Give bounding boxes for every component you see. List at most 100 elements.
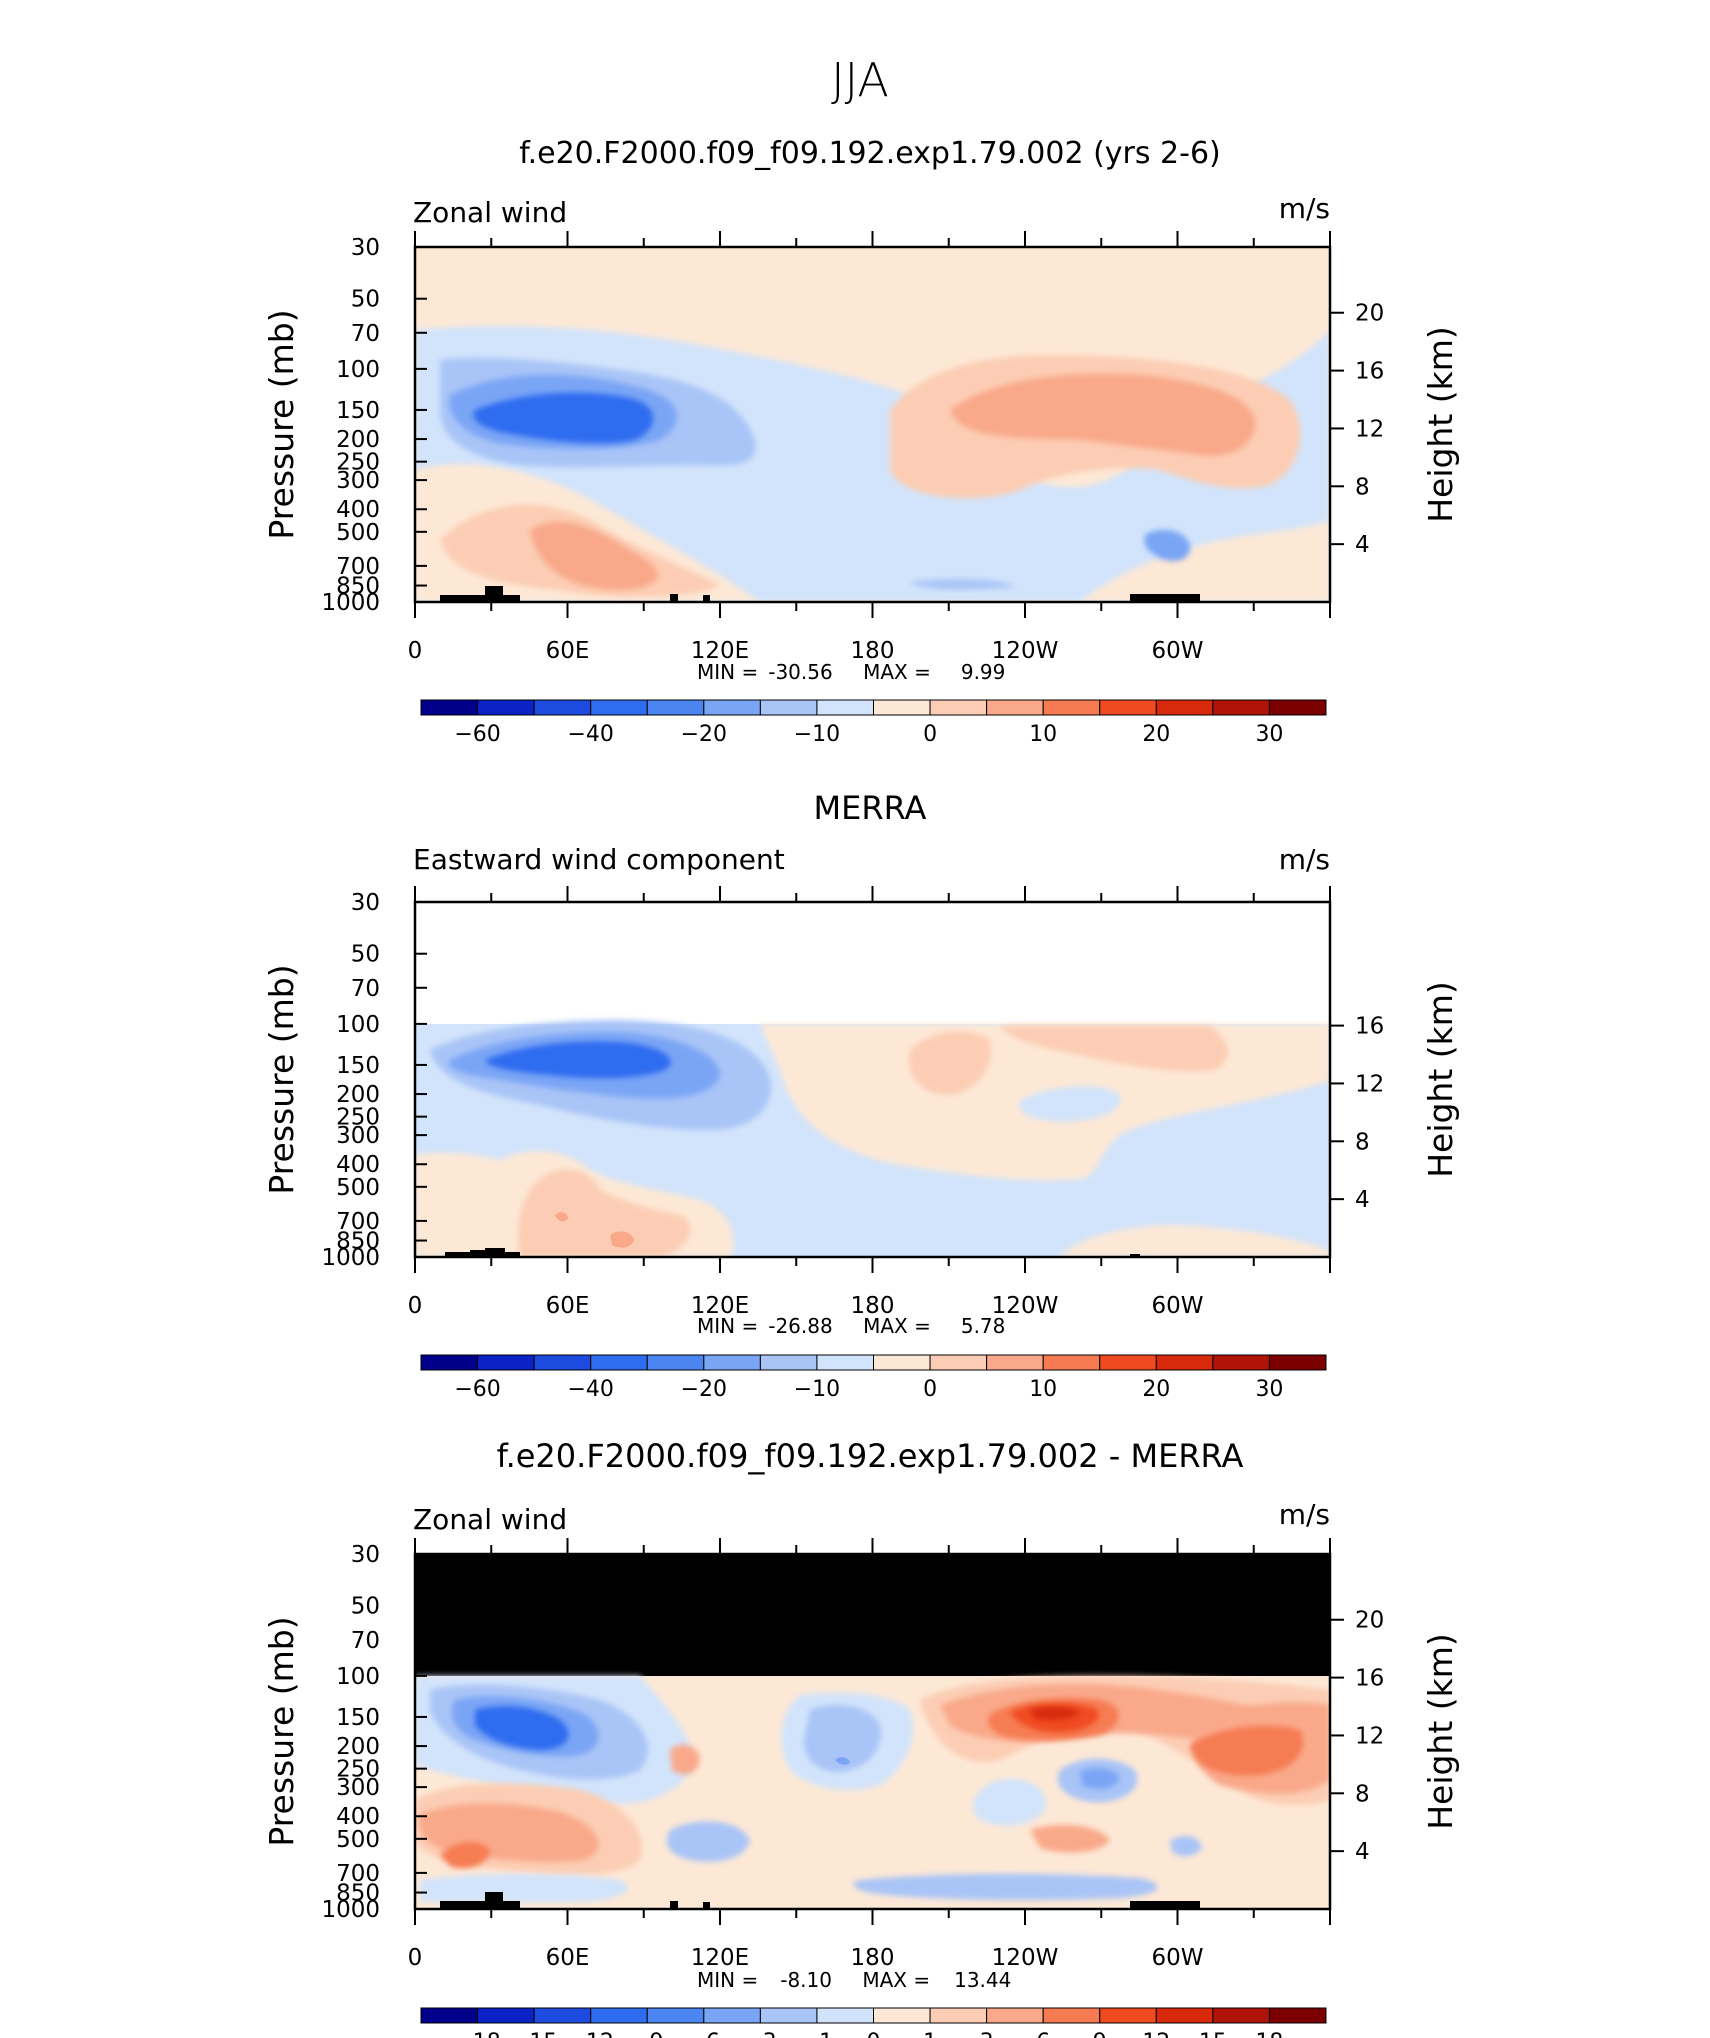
colorbar-swatch xyxy=(533,2007,592,2024)
units-label: m/s xyxy=(1279,843,1330,876)
colorbar-swatch xyxy=(986,1354,1044,1371)
lon-tick-label: 120W xyxy=(992,1945,1059,1971)
colorbar-swatch xyxy=(477,699,535,716)
y-axis-right-label: Height (km) xyxy=(1421,326,1460,523)
colorbar-label: −20 xyxy=(681,1377,727,1402)
pressure-tick-label: 50 xyxy=(351,1594,380,1620)
pressure-tick-label: 850 xyxy=(336,1229,380,1255)
colorbar-swatch xyxy=(1268,699,1327,716)
pressure-tick-label: 30 xyxy=(351,1542,380,1568)
colorbar-swatch xyxy=(420,1354,479,1371)
pressure-tick-label: 100 xyxy=(336,1664,380,1690)
colorbar-swatch xyxy=(1268,2007,1327,2024)
panel-model: f.e20.F2000.f09_f09.192.exp1.79.002 (yrs… xyxy=(262,136,1460,747)
lon-tick-label: 180 xyxy=(851,1945,895,1971)
colorbar-swatch xyxy=(533,1354,592,1371)
pressure-tick-label: 250 xyxy=(336,1757,380,1783)
colorbar-swatch xyxy=(703,1354,761,1371)
lon-tick-label: 180 xyxy=(851,638,895,664)
pressure-tick-label: 250 xyxy=(336,1105,380,1131)
lon-tick-label: 120E xyxy=(691,1293,749,1319)
pressure-tick-label: 30 xyxy=(351,890,380,916)
colorbar-label: 6 xyxy=(1036,2030,1050,2038)
colorbar-swatch xyxy=(703,2007,761,2024)
panel-title: f.e20.F2000.f09_f09.192.exp1.79.002 - ME… xyxy=(497,1437,1244,1475)
colorbar-swatch xyxy=(646,2007,705,2024)
pressure-tick-label: 850 xyxy=(336,574,380,600)
pressure-tick-label: 150 xyxy=(336,398,380,424)
pressure-tick-label: 1000 xyxy=(321,590,380,616)
colorbar-label: −40 xyxy=(567,722,613,747)
colorbar-label: −40 xyxy=(567,1377,613,1402)
colorbar-swatch xyxy=(1155,699,1214,716)
pressure-tick-label: 500 xyxy=(336,1827,380,1853)
pressure-tick-label: 700 xyxy=(336,1861,380,1887)
pressure-tick-label: 150 xyxy=(336,1053,380,1079)
colorbar-swatch xyxy=(1042,1354,1101,1371)
panel-difference: f.e20.F2000.f09_f09.192.exp1.79.002 - ME… xyxy=(262,1437,1460,2038)
contour-field xyxy=(415,1554,1330,1909)
colorbar-label: −6 xyxy=(688,2030,720,2038)
height-tick-label: 20 xyxy=(1355,301,1384,327)
colorbar-swatch xyxy=(929,699,988,716)
panel-merra: MERRA Eastward wind component m/s 30 50 70… xyxy=(262,789,1460,1402)
height-tick-label: 4 xyxy=(1355,1187,1370,1213)
pressure-tick-label: 400 xyxy=(336,1804,380,1830)
colorbar-swatch xyxy=(420,699,479,716)
height-tick-label: 12 xyxy=(1355,416,1384,442)
colorbar-label: 3 xyxy=(980,2030,994,2038)
colorbar-label: −10 xyxy=(794,1377,840,1402)
lon-tick-label: 120W xyxy=(992,1293,1059,1319)
lon-tick-label: 60E xyxy=(546,1293,590,1319)
pressure-tick-label: 50 xyxy=(351,942,380,968)
pressure-tick-label: 100 xyxy=(336,357,380,383)
lon-tick-label: 0 xyxy=(408,1945,423,1971)
pressure-tick-label: 200 xyxy=(336,427,380,453)
colorbar-swatch xyxy=(929,1354,988,1371)
colorbar-swatch xyxy=(1212,2007,1270,2024)
colorbar-label: 10 xyxy=(1029,722,1057,747)
panel-title: f.e20.F2000.f09_f09.192.exp1.79.002 (yrs… xyxy=(519,136,1221,171)
pressure-tick-label: 1000 xyxy=(321,1897,380,1923)
pressure-tick-label: 300 xyxy=(336,468,380,494)
colorbar-swatch xyxy=(703,699,761,716)
lon-tick-label: 120E xyxy=(691,1945,749,1971)
pressure-tick-label: 70 xyxy=(351,1628,380,1654)
lon-tick-label: 180 xyxy=(851,1293,895,1319)
colorbar-label: −9 xyxy=(631,2030,663,2038)
variable-label: Eastward wind component xyxy=(413,843,785,876)
y-axis-right-label: Height (km) xyxy=(1421,1633,1460,1830)
colorbar-swatch xyxy=(590,699,648,716)
lon-tick-label: 60E xyxy=(546,638,590,664)
height-tick-label: 16 xyxy=(1355,359,1384,385)
pressure-tick-label: 500 xyxy=(336,520,380,546)
panel-title: MERRA xyxy=(814,789,927,827)
colorbar-swatch xyxy=(1099,1354,1157,1371)
contour-field xyxy=(415,902,1330,1257)
topography xyxy=(440,1892,1200,1909)
colorbar-swatch xyxy=(873,1354,931,1371)
pressure-tick-label: 300 xyxy=(336,1123,380,1149)
height-tick-label: 4 xyxy=(1355,1839,1370,1865)
colorbar-label: −15 xyxy=(511,2030,557,2038)
units-label: m/s xyxy=(1279,192,1330,225)
colorbar-label: 0 xyxy=(923,722,937,747)
season-title: JJA xyxy=(831,53,889,107)
colorbar-label: −20 xyxy=(681,722,727,747)
colorbar-label: 30 xyxy=(1255,1377,1283,1402)
colorbar-swatch xyxy=(1212,1354,1270,1371)
colorbar-swatch xyxy=(1099,699,1157,716)
colorbar-label: 0 xyxy=(867,2030,881,2038)
pressure-tick-label: 400 xyxy=(336,497,380,523)
height-tick-label: 16 xyxy=(1355,1014,1384,1040)
min-max-readout: MIN = -26.88 MAX = 5.78 xyxy=(697,1314,1005,1338)
contour-field xyxy=(415,247,1330,602)
colorbar-swatch xyxy=(477,1354,535,1371)
colorbar-swatch xyxy=(759,699,818,716)
height-tick-label: 20 xyxy=(1355,1608,1384,1634)
pressure-tick-label: 100 xyxy=(336,1012,380,1038)
colorbar-label: −60 xyxy=(454,1377,500,1402)
colorbar-label: −12 xyxy=(567,2030,613,2038)
colorbar-swatch xyxy=(1042,2007,1101,2024)
